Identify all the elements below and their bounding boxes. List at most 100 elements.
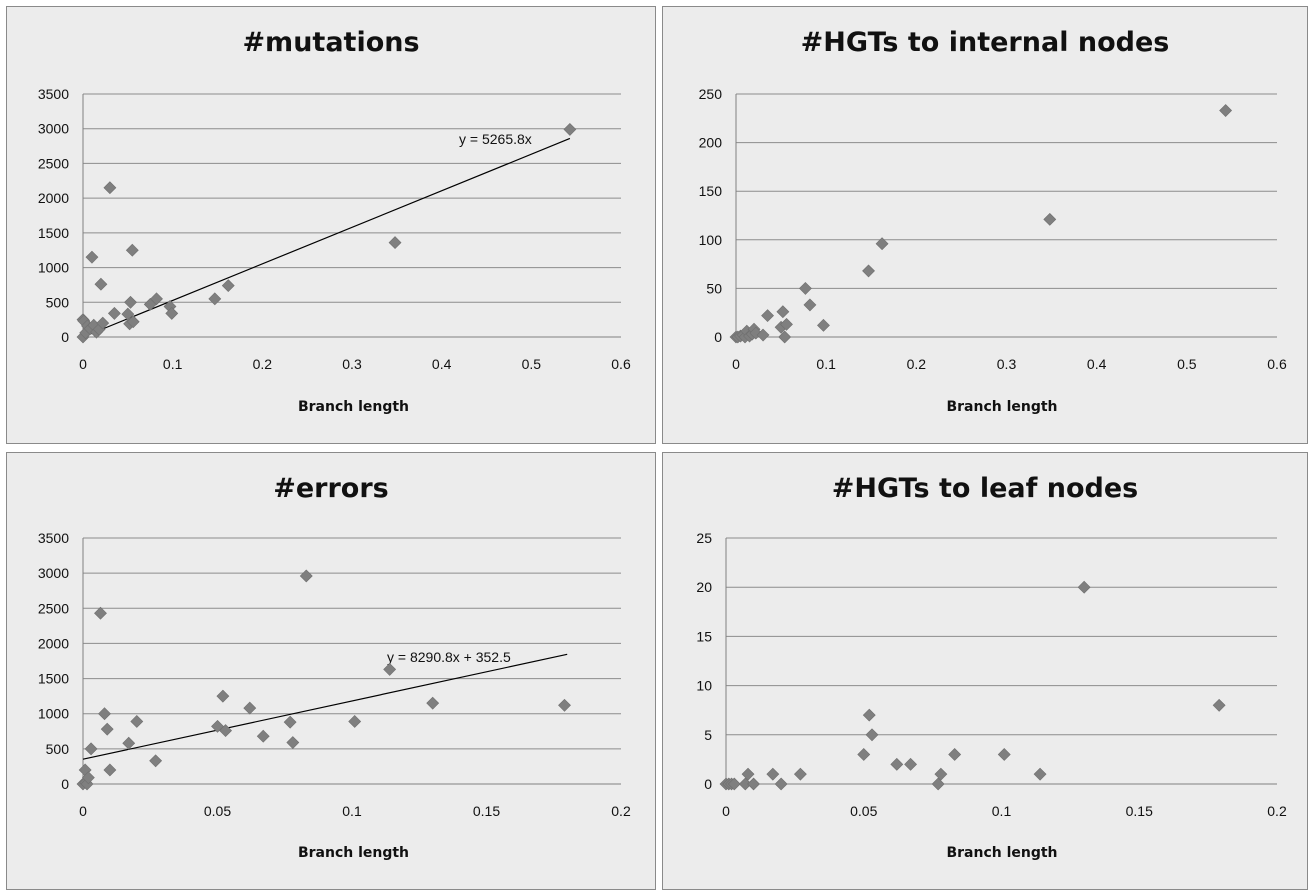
data-point	[862, 264, 875, 278]
trendline-equation: y = 5265.8x	[459, 131, 532, 147]
y-tick-label: 100	[699, 232, 723, 248]
x-tick-label: 0.15	[473, 803, 500, 819]
data-point	[761, 309, 774, 323]
x-tick-label: 0.3	[997, 356, 1017, 372]
scatter-plot: 0 50 100 150 200 250 0 0.1 0.2 0.3 0.4 0.5 0.6	[699, 86, 1287, 372]
x-tick-label: 0.1	[816, 356, 836, 372]
y-tick-label: 2000	[38, 635, 69, 651]
y-tick-label: 25	[696, 530, 712, 546]
x-tick-label: 0.1	[992, 803, 1012, 819]
data-point	[780, 317, 793, 331]
x-tick-label: 0.5	[1177, 356, 1197, 372]
data-point	[904, 757, 918, 771]
scatter-plot: 0 500 1000 1500 2000 2500 3000 3500 0 0.1 0.2 0.3 0.…	[38, 86, 631, 372]
chart-title: #errors	[273, 473, 389, 504]
x-tick-label: 0.5	[522, 356, 542, 372]
data-point	[766, 767, 780, 781]
y-tick-label: 1500	[38, 671, 69, 687]
data-point	[727, 777, 741, 791]
data-point	[100, 722, 114, 736]
y-tick-label: 0	[61, 329, 69, 345]
x-tick-label: 0.2	[907, 356, 927, 372]
data-point	[563, 122, 577, 136]
data-point	[1043, 212, 1057, 226]
data-point	[817, 318, 830, 332]
y-tick-label: 0	[61, 776, 69, 792]
scatter-plot: 0 5 10 15 20 25 0 0.05 0.1 0.15 0.2	[696, 530, 1287, 819]
x-tick-label: 0	[79, 803, 87, 819]
chart-title: #HGTs to leaf nodes	[831, 473, 1139, 504]
data-point	[219, 724, 232, 738]
data-point	[1212, 698, 1226, 712]
data-point	[299, 569, 313, 583]
data-point	[799, 281, 812, 295]
data-point	[256, 729, 270, 743]
data-point	[747, 777, 760, 791]
data-point	[165, 306, 179, 320]
y-tick-label: 15	[696, 628, 712, 644]
x-tick-label: 0.2	[253, 356, 273, 372]
chart-title: #mutations	[242, 27, 420, 58]
data-point	[103, 181, 117, 195]
y-tick-label: 0	[704, 776, 712, 792]
y-tick-label: 2000	[38, 190, 69, 206]
data-point	[1033, 767, 1047, 781]
x-axis-label: Branch length	[297, 845, 410, 861]
data-point	[862, 708, 876, 722]
data-point	[857, 748, 871, 761]
data-point	[216, 689, 230, 703]
data-point	[1219, 104, 1233, 117]
data-point	[149, 754, 163, 768]
x-axis-label: Branch length	[297, 399, 410, 415]
data-point	[221, 279, 235, 293]
x-tick-label: 0	[79, 356, 87, 372]
y-tick-label: 200	[699, 135, 723, 151]
y-tick-label: 0	[714, 329, 722, 345]
data-point	[85, 250, 99, 264]
x-tick-label: 0.3	[342, 356, 362, 372]
data-point	[126, 315, 140, 329]
data-point	[388, 236, 402, 250]
chart-panel-mutations: #mutations 0 500 1000 1500 2000 2500 3000 3500 0…	[6, 6, 656, 444]
x-tick-label: 0	[722, 803, 730, 819]
data-point	[426, 696, 440, 710]
y-tick-label: 2500	[38, 600, 69, 616]
y-tick-label: 50	[706, 280, 722, 296]
data-point	[81, 771, 95, 785]
data-point	[125, 243, 139, 257]
y-tick-label: 1500	[38, 225, 69, 241]
scatter-plot: 0 500 1000 1500 2000 2500 3000 3500 0 0.05 0.1 0.15…	[38, 530, 631, 819]
data-point	[383, 663, 397, 676]
data-point	[150, 292, 163, 306]
data-point	[865, 728, 879, 742]
y-tick-label: 10	[696, 678, 712, 694]
data-point	[558, 698, 571, 712]
data-point	[774, 777, 788, 791]
data-point	[130, 715, 144, 728]
data-point	[208, 292, 222, 306]
x-tick-label: 0.4	[1087, 356, 1107, 372]
trendline	[82, 653, 568, 760]
data-point	[948, 748, 962, 761]
data-point	[286, 736, 300, 749]
x-axis-label: Branch length	[946, 845, 1058, 861]
chart-panel-errors: #errors 0 500 1000 1500 2000 2500 3000 3500 0 0.0…	[6, 452, 656, 890]
y-tick-label: 3500	[38, 530, 69, 546]
data-point	[741, 767, 755, 781]
data-point	[122, 736, 136, 750]
x-tick-label: 0.4	[432, 356, 452, 372]
data-point	[793, 767, 807, 781]
data-point	[98, 707, 111, 721]
y-tick-label: 2500	[38, 155, 69, 171]
y-tick-label: 150	[699, 183, 723, 199]
x-tick-label: 0.6	[1267, 356, 1287, 372]
chart-panel-hgts-internal: #HGTs to internal nodes 0 50 100 150 200 250 0…	[662, 6, 1308, 444]
y-tick-label: 1000	[38, 260, 69, 276]
chart-panel-hgts-leaf: #HGTs to leaf nodes 0 5 10 15 20 25 0 0.05 0.1 0.…	[662, 452, 1308, 890]
data-point	[94, 606, 107, 620]
data-point	[778, 330, 792, 344]
data-point	[243, 701, 257, 715]
data-point	[1077, 580, 1091, 594]
data-point	[776, 305, 790, 319]
data-point	[84, 742, 98, 756]
